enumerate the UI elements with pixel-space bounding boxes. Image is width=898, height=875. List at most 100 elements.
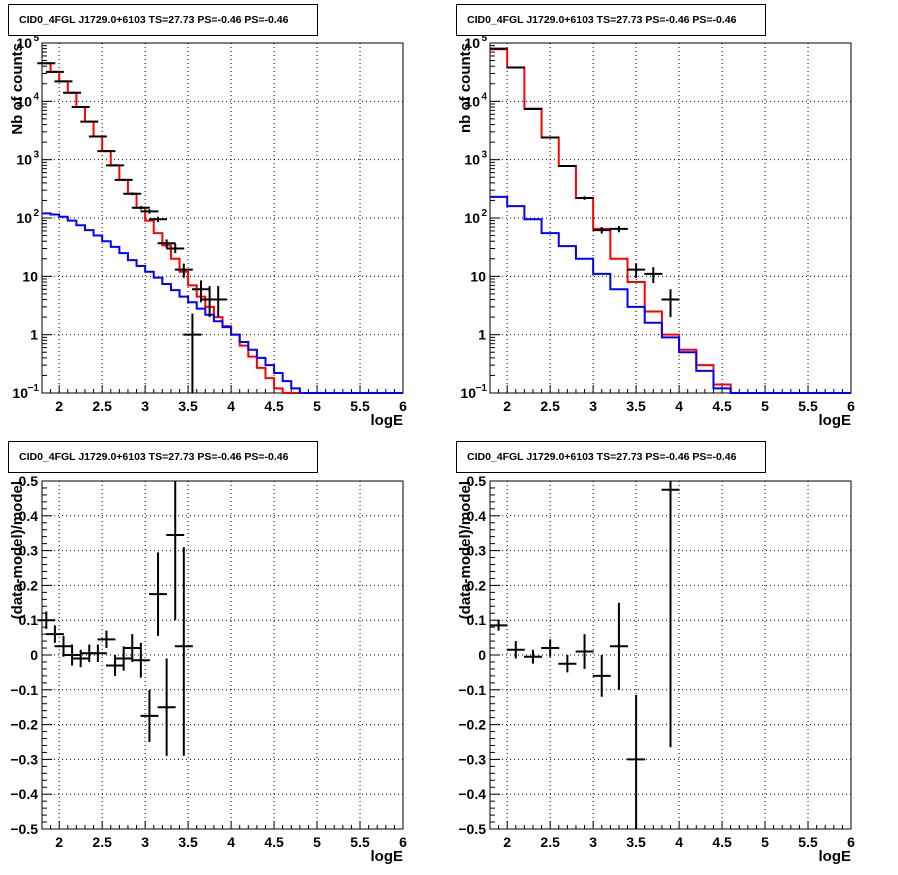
x-axis-label: logE bbox=[819, 848, 852, 865]
y-tick-label: 0.1 bbox=[467, 612, 487, 628]
x-tick-label: 3 bbox=[589, 834, 597, 850]
y-tick-label: −0.4 bbox=[458, 786, 486, 802]
y-tick-label: 0.2 bbox=[19, 577, 39, 593]
y-tick-label: −0.3 bbox=[10, 751, 38, 767]
y-tick-label: 10 bbox=[464, 93, 480, 109]
y-tick-label: −0.3 bbox=[458, 751, 486, 767]
y-tick-label: 1 bbox=[478, 327, 486, 343]
panel-title-counts-right: CID0_4FGL J1729.0+6103 TS=27.73 PS=-0.46… bbox=[456, 4, 766, 36]
x-tick-label: 2.5 bbox=[540, 398, 560, 414]
y-tick-label: −0.5 bbox=[458, 821, 486, 837]
y-axis-label: nb of counts bbox=[457, 43, 474, 133]
y-tick-label: 0.1 bbox=[19, 612, 39, 628]
y-tick-label: 10 bbox=[16, 35, 32, 51]
x-tick-label: 3 bbox=[589, 398, 597, 414]
y-tick-exponent: 5 bbox=[33, 33, 39, 44]
y-tick-exponent: 3 bbox=[33, 150, 39, 161]
y-axis-label: (data-model)/model bbox=[9, 481, 26, 619]
x-tick-label: 2 bbox=[55, 834, 63, 850]
panel-title-counts-left: CID0_4FGL J1729.0+6103 TS=27.73 PS=-0.46… bbox=[8, 4, 318, 36]
x-tick-label: 5 bbox=[313, 834, 321, 850]
y-tick-label: −0.4 bbox=[10, 786, 38, 802]
y-tick-label: 0.5 bbox=[19, 473, 39, 489]
x-tick-label: 6 bbox=[399, 834, 407, 850]
x-axis-label: logE bbox=[371, 412, 404, 429]
x-axis-label: logE bbox=[371, 848, 404, 865]
y-tick-exponent: −1 bbox=[476, 383, 488, 394]
data-points bbox=[37, 62, 228, 393]
x-tick-label: 5.5 bbox=[350, 398, 370, 414]
data-points bbox=[489, 47, 680, 318]
x-tick-label: 2.5 bbox=[92, 398, 112, 414]
x-tick-label: 4.5 bbox=[264, 834, 284, 850]
x-tick-label: 4 bbox=[675, 834, 683, 850]
data-points bbox=[489, 481, 680, 829]
y-tick-label: 10 bbox=[470, 268, 486, 284]
total-model-histogram bbox=[42, 62, 403, 394]
x-tick-label: 6 bbox=[847, 834, 855, 850]
y-tick-label: 10 bbox=[16, 210, 32, 226]
y-tick-label: 0 bbox=[30, 647, 38, 663]
x-tick-label: 4.5 bbox=[712, 834, 732, 850]
y-tick-label: 0.3 bbox=[19, 543, 39, 559]
y-tick-exponent: 4 bbox=[481, 91, 487, 102]
x-tick-label: 3.5 bbox=[178, 834, 198, 850]
panel-title-residuals-right: CID0_4FGL J1729.0+6103 TS=27.73 PS=-0.46… bbox=[456, 441, 766, 473]
x-tick-label: 3 bbox=[141, 834, 149, 850]
y-tick-label: 0.4 bbox=[467, 508, 487, 524]
y-tick-label: 10 bbox=[464, 35, 480, 51]
x-tick-label: 5 bbox=[313, 398, 321, 414]
x-tick-label: 4 bbox=[227, 398, 235, 414]
data-points bbox=[37, 481, 193, 756]
y-tick-label: −0.1 bbox=[458, 682, 486, 698]
y-tick-exponent: 2 bbox=[481, 208, 487, 219]
x-tick-label: 5.5 bbox=[798, 834, 818, 850]
y-tick-label: 0.4 bbox=[19, 508, 39, 524]
y-tick-label: 10 bbox=[464, 210, 480, 226]
y-tick-label: 10 bbox=[22, 268, 38, 284]
x-tick-label: 4.5 bbox=[712, 398, 732, 414]
x-tick-label: 2 bbox=[503, 398, 511, 414]
x-tick-label: 2 bbox=[503, 834, 511, 850]
component-model-histogram bbox=[42, 212, 403, 394]
component-model-histogram bbox=[490, 195, 851, 394]
x-tick-label: 3.5 bbox=[178, 398, 198, 414]
x-tick-label: 4 bbox=[227, 834, 235, 850]
x-axis-label: logE bbox=[819, 412, 852, 429]
y-tick-label: −0.2 bbox=[10, 717, 38, 733]
y-axis-label: (data-model)/model bbox=[457, 481, 474, 619]
x-tick-label: 4.5 bbox=[264, 398, 284, 414]
y-tick-exponent: 5 bbox=[481, 33, 487, 44]
y-tick-label: 10 bbox=[16, 93, 32, 109]
y-tick-label: 10 bbox=[12, 385, 28, 401]
y-tick-exponent: −1 bbox=[28, 383, 40, 394]
x-tick-label: 6 bbox=[399, 398, 407, 414]
x-tick-label: 5.5 bbox=[798, 398, 818, 414]
residuals-panel-left: 2 2.5 3 3.5 4 4.5 5 5.5 6 −0.5 −0.4 −0.3 −0.2 −0.1 0 0.… bbox=[9, 473, 407, 865]
y-tick-label: 10 bbox=[16, 152, 32, 168]
x-tick-label: 3.5 bbox=[626, 398, 646, 414]
x-tick-label: 3.5 bbox=[626, 834, 646, 850]
x-tick-label: 5 bbox=[761, 398, 769, 414]
y-tick-label: 10 bbox=[464, 152, 480, 168]
x-tick-label: 2 bbox=[55, 398, 63, 414]
y-axis-label: Nb of counts bbox=[9, 43, 26, 135]
y-tick-exponent: 2 bbox=[33, 208, 39, 219]
y-tick-label: 0.2 bbox=[467, 577, 487, 593]
y-tick-exponent: 3 bbox=[481, 150, 487, 161]
y-tick-label: 1 bbox=[30, 327, 38, 343]
x-tick-label: 3 bbox=[141, 398, 149, 414]
y-tick-exponent: 4 bbox=[33, 91, 39, 102]
y-tick-label: −0.5 bbox=[10, 821, 38, 837]
y-tick-label: 10 bbox=[460, 385, 476, 401]
x-tick-label: 5.5 bbox=[350, 834, 370, 850]
y-tick-label: −0.1 bbox=[10, 682, 38, 698]
x-tick-label: 4 bbox=[675, 398, 683, 414]
y-tick-label: 0.3 bbox=[467, 543, 487, 559]
x-tick-label: 6 bbox=[847, 398, 855, 414]
x-tick-label: 5 bbox=[761, 834, 769, 850]
y-tick-label: 0 bbox=[478, 647, 486, 663]
y-tick-label: 0.5 bbox=[467, 473, 487, 489]
